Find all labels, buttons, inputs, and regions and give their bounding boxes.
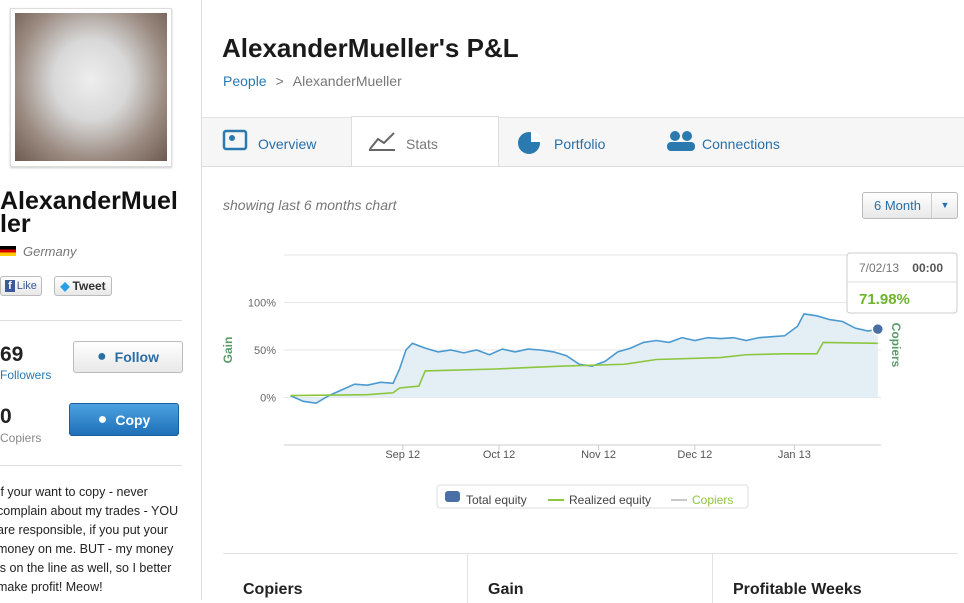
tab[interactable]: Stats xyxy=(406,136,438,152)
tooltip-time: 00:00 xyxy=(912,261,943,275)
tab[interactable]: Portfolio xyxy=(554,136,606,152)
tweet-label: Tweet xyxy=(72,279,106,293)
tooltip-value: 71.98% xyxy=(859,291,910,308)
y-tick-label: 50% xyxy=(254,345,276,357)
sidebar: AlexanderMueller Germany f Like ◆ Tweet 69… xyxy=(0,0,186,600)
hover-point xyxy=(871,322,885,336)
line xyxy=(290,313,878,405)
legend-label: Realized equity xyxy=(569,493,651,507)
stat-heading: Profitable Weeks xyxy=(733,581,862,598)
bio: If your want to copy - never complain ab… xyxy=(0,485,179,594)
breadcrumb-current: AlexanderMueller xyxy=(292,73,402,89)
tab-icons xyxy=(222,129,695,154)
y2-axis-label: Copiers xyxy=(889,323,903,368)
tab[interactable]: Overview xyxy=(258,136,317,152)
tweet-button[interactable]: ◆ Tweet xyxy=(54,276,112,296)
stats-column-divider xyxy=(712,553,713,603)
follow-button[interactable]: ● Follow xyxy=(73,341,183,373)
stat-heading: Gain xyxy=(488,581,524,598)
tooltip-date: 7/02/13 xyxy=(859,261,899,275)
stat-heading: Copiers xyxy=(243,581,303,598)
stats-divider xyxy=(223,553,958,554)
range-button[interactable]: 6 Month ▼ xyxy=(862,192,958,219)
x-tick-label: Dec 12 xyxy=(677,449,712,461)
avatar-image xyxy=(15,13,167,161)
breadcrumb-link[interactable]: People xyxy=(223,73,267,89)
follow-label: Follow xyxy=(114,349,159,365)
country: Germany xyxy=(23,244,77,259)
avatar[interactable] xyxy=(10,8,172,167)
breadcrumb-separator: > xyxy=(275,73,284,89)
legend-swatch xyxy=(445,491,460,502)
x-tick-label: Sep 12 xyxy=(385,449,420,461)
y-tick-label: 0% xyxy=(260,393,276,405)
chart-caption: showing last 6 months chart xyxy=(223,197,397,213)
profile-name: AlexanderMueller xyxy=(0,187,178,238)
range-label: 6 Month xyxy=(874,198,921,213)
like-button[interactable]: f Like xyxy=(0,276,42,296)
breadcrumb: People > AlexanderMueller xyxy=(223,73,402,89)
like-label: Like xyxy=(16,280,37,292)
legend-label: Total equity xyxy=(466,493,527,507)
tooltip-box xyxy=(846,252,958,314)
tab[interactable]: Connections xyxy=(702,136,780,152)
chart: 0% 50% 100% Sep 12 Oct 12 Nov 12 Dec 12 Jan 13 G… xyxy=(221,252,958,509)
x-tick-label: Oct 12 xyxy=(483,449,515,461)
copiers-label: Copiers xyxy=(0,431,42,445)
tooltip: 7/02/13 00:00 71.98% xyxy=(846,252,958,314)
y-axis-label: Gain xyxy=(221,337,235,364)
tab-bar xyxy=(202,117,964,167)
main-panel: AlexanderMueller's P&L People > Alexande… xyxy=(201,0,964,603)
x-tick-label: Jan 13 xyxy=(778,449,811,461)
followers-count: 69 xyxy=(0,343,24,366)
y-tick-label: 100% xyxy=(248,298,276,310)
copy-label: Copy xyxy=(115,411,151,428)
stats-column-divider xyxy=(467,553,468,603)
copiers-count: 0 xyxy=(0,405,12,428)
legend: Total equity Realized equity Copiers xyxy=(436,484,749,509)
legend-label: Copiers xyxy=(692,493,733,507)
page-title: AlexanderMueller's P&L xyxy=(222,33,519,63)
flag xyxy=(0,246,16,256)
copy-button[interactable]: ● Copy xyxy=(69,403,179,436)
divider xyxy=(0,320,182,321)
divider xyxy=(0,465,182,466)
line xyxy=(290,341,878,397)
followers-label[interactable]: Followers xyxy=(0,368,52,382)
x-tick-label: Nov 12 xyxy=(581,449,616,461)
area xyxy=(290,313,878,404)
legend-box xyxy=(436,484,749,509)
